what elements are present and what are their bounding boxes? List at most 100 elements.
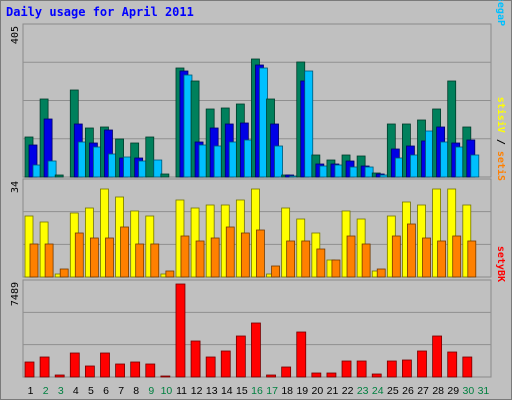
bar-kbytes-26	[402, 359, 412, 378]
bar-kbytes-6	[100, 352, 110, 378]
bar-kbytes-27	[417, 350, 427, 378]
x-tick-label: 23	[357, 385, 369, 397]
ymax-label: 34	[10, 181, 21, 193]
bar-hits-3	[54, 174, 64, 178]
bar-sites-6	[105, 237, 114, 278]
ymax-label: 7489	[10, 282, 21, 306]
bar-sites-23	[361, 243, 371, 278]
x-tick-label: 26	[402, 385, 414, 397]
x-tick-label: 16	[251, 385, 263, 397]
bar-visits-29	[447, 188, 457, 278]
x-tick-label: 31	[478, 385, 490, 397]
bar-kbytes-19	[296, 331, 307, 378]
x-tick-label: 9	[148, 385, 154, 397]
bar-kbytes-13	[205, 356, 216, 378]
bar-sites-17	[271, 265, 280, 278]
x-tick-label: 15	[236, 385, 248, 397]
bar-sites-25	[391, 235, 401, 278]
x-tick-label: 24	[372, 385, 384, 397]
bar-sites-18	[286, 240, 296, 278]
bar-kbytes-3	[54, 374, 65, 378]
x-tick-label: 14	[221, 385, 233, 397]
bar-sites-2	[44, 243, 54, 278]
bar-kbytes-30	[462, 356, 473, 378]
x-tick-label: 5	[88, 385, 94, 397]
bar-sites-9	[150, 243, 160, 278]
x-tick-label: 27	[417, 385, 429, 397]
x-tick-label: 2	[43, 385, 49, 397]
bar-kbytes-8	[130, 361, 141, 378]
x-tick-label: 29	[447, 385, 459, 397]
x-tick-label: 22	[342, 385, 354, 397]
bar-sites-22	[346, 235, 356, 278]
x-tick-label: 25	[387, 385, 399, 397]
bar-sites-1	[29, 243, 39, 278]
bar-kbytes-9	[145, 363, 156, 378]
bar-kbytes-7	[115, 363, 125, 378]
bar-sites-21	[331, 259, 341, 278]
legend-visits: stisiV	[495, 97, 507, 133]
chart-title: Daily usage for April 2011	[6, 5, 194, 19]
bar-hits-10	[160, 173, 170, 178]
bar-sites-14	[225, 226, 235, 278]
bar-kbytes-15	[235, 335, 246, 378]
x-tick-label: 17	[266, 385, 278, 397]
x-tick-label: 13	[206, 385, 218, 397]
bar-kbytes-20	[311, 372, 322, 378]
bar-sites-11	[180, 235, 190, 278]
bar-kbytes-2	[39, 356, 50, 378]
legend-separator: /	[495, 133, 506, 151]
bar-kbytes-12	[190, 340, 201, 378]
bar-sites-15	[240, 232, 250, 278]
bar-kbytes-24	[371, 373, 382, 378]
bar-sites-27	[422, 237, 431, 278]
bar-sites-4	[74, 232, 84, 278]
x-tick-label: 11	[176, 385, 187, 397]
bar-pages-17	[274, 145, 283, 178]
bar-pages-23	[364, 166, 374, 178]
bar-sites-16	[256, 229, 265, 278]
legend-sites: setiS	[495, 151, 507, 181]
bar-kbytes-14	[220, 350, 231, 378]
bar-hits-9	[145, 136, 155, 178]
legend-pages: segaP	[495, 0, 506, 26]
bar-sites-19	[301, 240, 311, 278]
bar-pages-9	[153, 159, 163, 178]
x-tick-label: 3	[58, 385, 64, 397]
bar-kbytes-4	[69, 352, 80, 378]
bar-kbytes-1	[24, 361, 35, 378]
bar-sites-24	[376, 268, 386, 278]
x-tick-label: 8	[133, 385, 139, 397]
bar-kbytes-23	[356, 360, 367, 378]
axis-legend: stiH / seliF / segaP	[495, 0, 507, 26]
x-tick-label: 7	[118, 385, 124, 397]
bar-sites-30	[467, 240, 477, 278]
axis-legend: stisiV / setiS	[495, 97, 507, 181]
x-tick-label: 21	[327, 385, 339, 397]
x-tick-label: 10	[161, 385, 173, 397]
bar-sites-26	[407, 223, 416, 278]
bar-pages-19	[304, 70, 314, 178]
x-tick-label: 6	[103, 385, 109, 397]
bar-sites-29	[452, 235, 462, 278]
x-tick-label: 30	[463, 385, 475, 397]
bar-sites-7	[120, 226, 129, 278]
bar-kbytes-10	[160, 375, 171, 378]
bar-kbytes-21	[326, 372, 337, 378]
x-tick-label: 4	[73, 385, 79, 397]
bar-sites-12	[195, 240, 205, 278]
x-tick-label: 19	[296, 385, 308, 397]
ymax-label: 405	[10, 26, 21, 44]
bar-visits-28	[432, 188, 442, 278]
x-tick-label: 12	[191, 385, 203, 397]
bar-sites-20	[316, 248, 326, 278]
bar-sites-28	[437, 240, 447, 278]
bar-sites-3	[59, 268, 69, 278]
bar-kbytes-28	[432, 335, 443, 378]
legend-kbytes: setyBK	[495, 246, 506, 282]
x-tick-label: 1	[28, 385, 34, 397]
x-tick-label: 20	[312, 385, 324, 397]
bar-pages-30	[470, 154, 480, 178]
bar-kbytes-17	[266, 374, 276, 378]
